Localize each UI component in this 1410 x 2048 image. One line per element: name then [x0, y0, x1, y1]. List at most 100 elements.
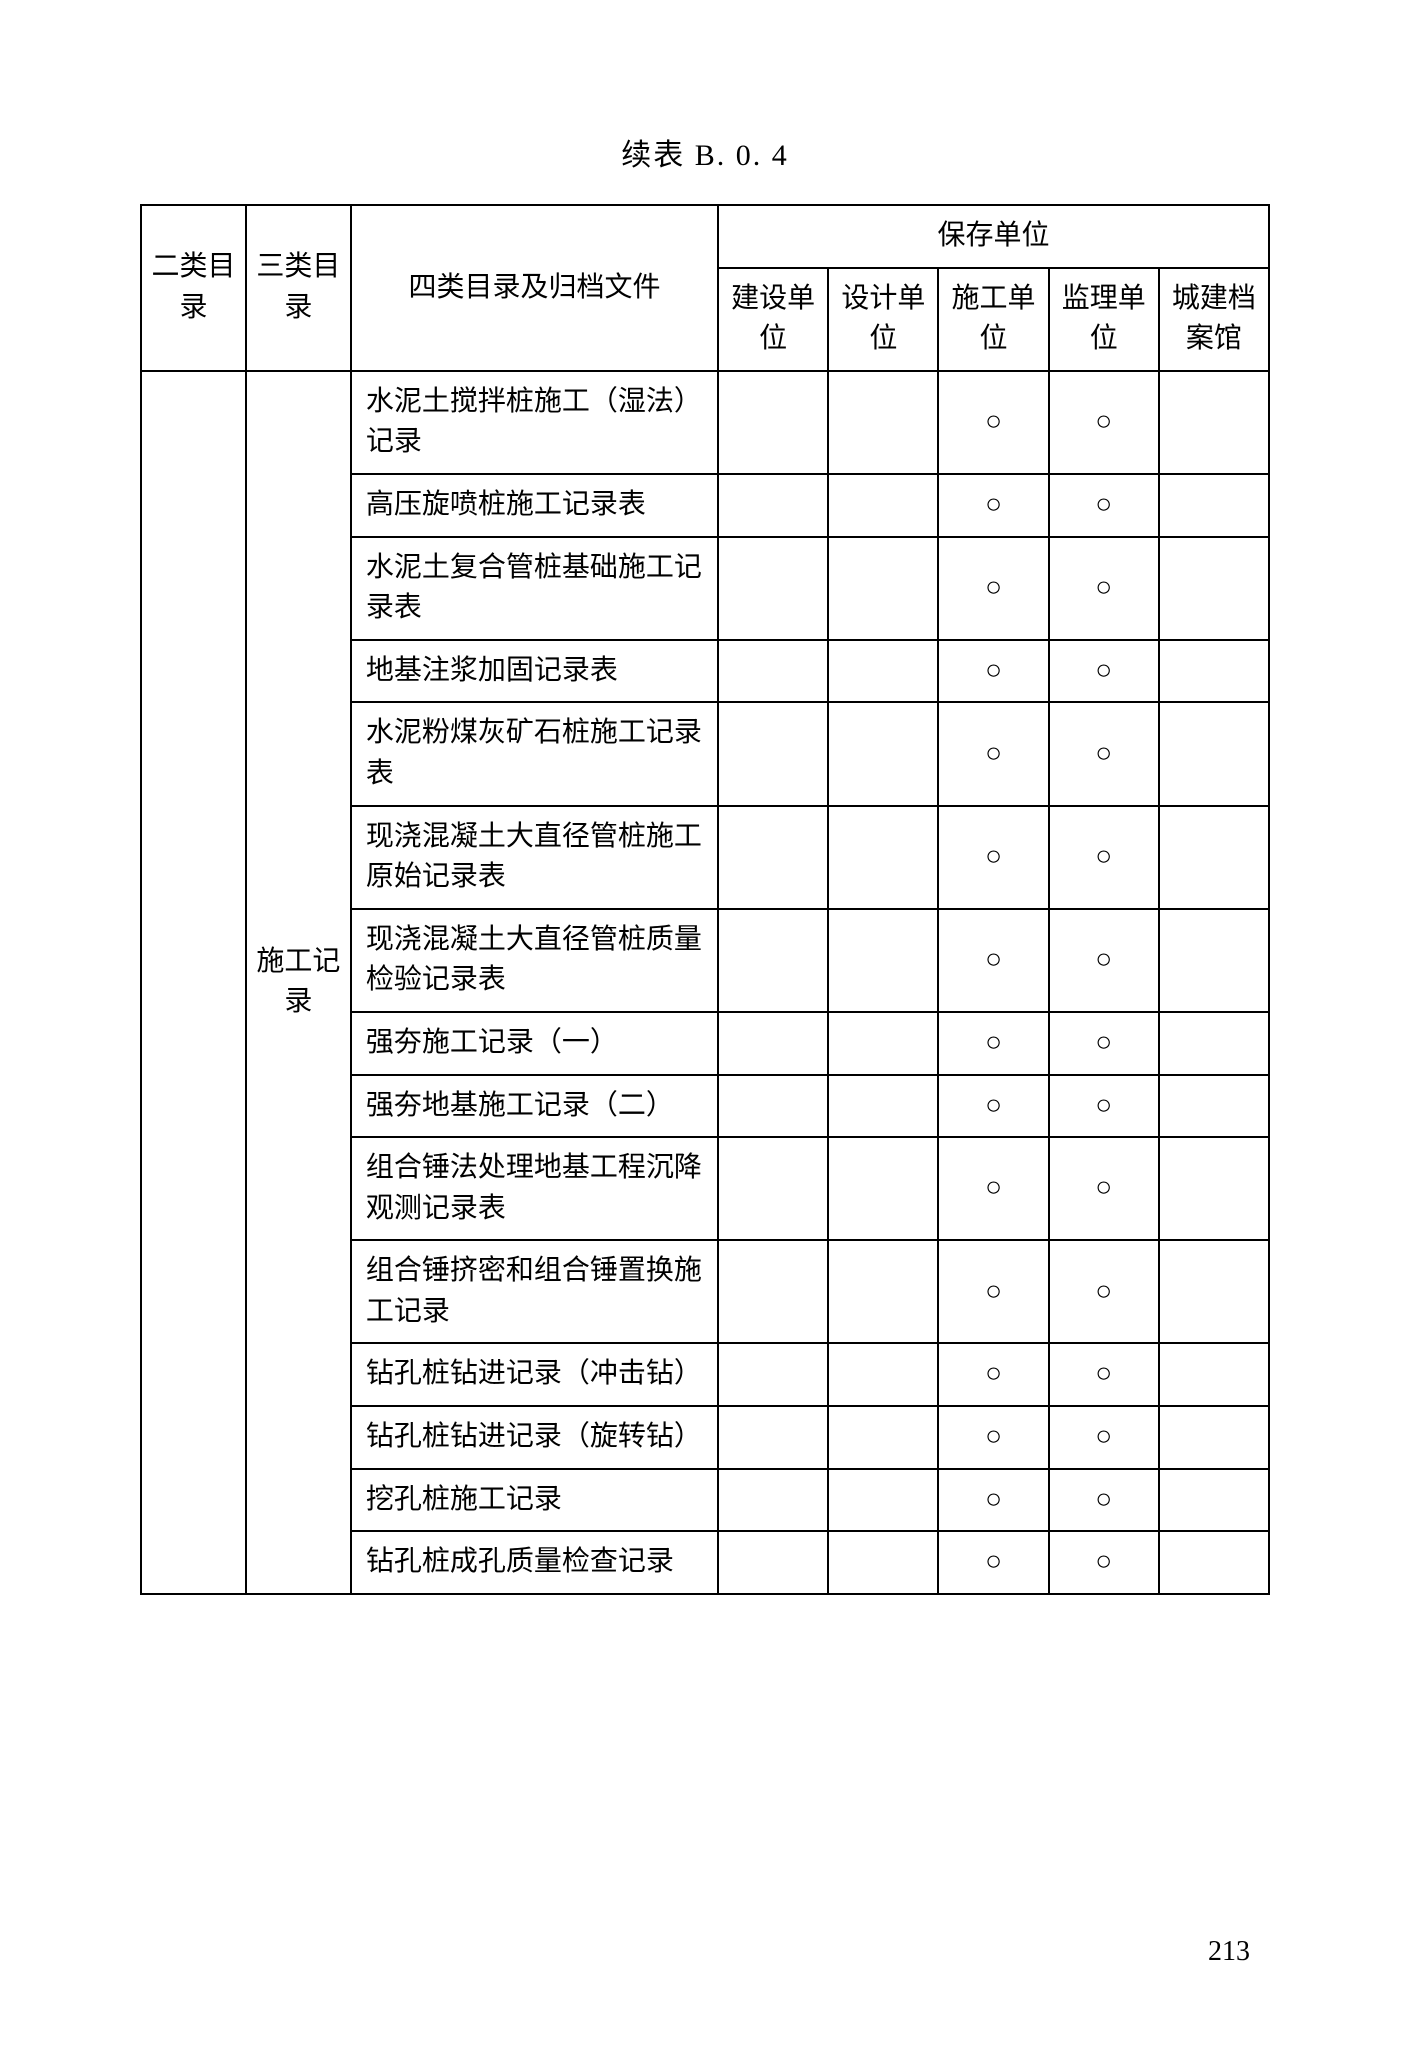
- archive-table: 二类目录 三类目录 四类目录及归档文件 保存单位 建设单位 设计单位 施工单位 …: [140, 204, 1270, 1595]
- mark-cell: ○: [938, 1531, 1048, 1594]
- mark-cell: [828, 371, 938, 474]
- mark-cell: [718, 1469, 828, 1532]
- mark-cell: [828, 640, 938, 703]
- mark-cell: [718, 1240, 828, 1343]
- mark-cell: ○: [1049, 1406, 1159, 1469]
- mark-cell: ○: [938, 1240, 1048, 1343]
- row-label: 水泥粉煤灰矿石桩施工记录表: [351, 702, 718, 805]
- row-label: 水泥土搅拌桩施工（湿法）记录: [351, 371, 718, 474]
- header-sub-3: 监理单位: [1049, 268, 1159, 371]
- header-col3: 四类目录及归档文件: [351, 205, 718, 371]
- mark-cell: [828, 806, 938, 909]
- mark-cell: [718, 806, 828, 909]
- mark-cell: ○: [938, 371, 1048, 474]
- mark-cell: ○: [938, 1137, 1048, 1240]
- mark-cell: [718, 474, 828, 537]
- mark-cell: [828, 702, 938, 805]
- header-row-1: 二类目录 三类目录 四类目录及归档文件 保存单位: [141, 205, 1269, 268]
- mark-cell: [718, 702, 828, 805]
- mark-cell: ○: [938, 806, 1048, 909]
- mark-cell: ○: [938, 1343, 1048, 1406]
- header-col2: 三类目录: [246, 205, 351, 371]
- mark-cell: [1159, 806, 1269, 909]
- header-sub-0: 建设单位: [718, 268, 828, 371]
- mark-cell: [1159, 1012, 1269, 1075]
- mark-cell: [828, 474, 938, 537]
- mark-cell: [828, 1531, 938, 1594]
- mark-cell: [828, 1469, 938, 1532]
- mark-cell: ○: [938, 1469, 1048, 1532]
- mark-cell: [828, 909, 938, 1012]
- mark-cell: ○: [1049, 1240, 1159, 1343]
- mark-cell: ○: [1049, 1531, 1159, 1594]
- header-sub-4: 城建档案馆: [1159, 268, 1269, 371]
- mark-cell: [718, 1531, 828, 1594]
- mark-cell: ○: [938, 640, 1048, 703]
- mark-cell: ○: [938, 1406, 1048, 1469]
- mark-cell: [828, 1075, 938, 1138]
- mark-cell: [1159, 1469, 1269, 1532]
- mark-cell: ○: [1049, 1343, 1159, 1406]
- table-title: 续表 B. 0. 4: [140, 130, 1270, 174]
- mark-cell: [718, 909, 828, 1012]
- col1-empty: [141, 371, 246, 1594]
- mark-cell: ○: [938, 909, 1048, 1012]
- row-label: 钻孔桩钻进记录（冲击钻）: [351, 1343, 718, 1406]
- mark-cell: [718, 1406, 828, 1469]
- mark-cell: [828, 1343, 938, 1406]
- mark-cell: ○: [1049, 1012, 1159, 1075]
- mark-cell: ○: [938, 702, 1048, 805]
- mark-cell: [718, 537, 828, 640]
- mark-cell: [1159, 1406, 1269, 1469]
- header-col1: 二类目录: [141, 205, 246, 371]
- document-page: 续表 B. 0. 4 二类目录 三类目录 四类目录及归档文件 保存单位 建设单位…: [0, 0, 1410, 2048]
- mark-cell: [828, 537, 938, 640]
- mark-cell: [1159, 537, 1269, 640]
- header-sub-1: 设计单位: [828, 268, 938, 371]
- mark-cell: [828, 1137, 938, 1240]
- row-label: 高压旋喷桩施工记录表: [351, 474, 718, 537]
- mark-cell: [1159, 371, 1269, 474]
- page-number: 213: [1208, 1936, 1250, 1968]
- mark-cell: ○: [1049, 474, 1159, 537]
- row-label: 组合锤挤密和组合锤置换施工记录: [351, 1240, 718, 1343]
- mark-cell: [1159, 909, 1269, 1012]
- row-label: 组合锤法处理地基工程沉降观测记录表: [351, 1137, 718, 1240]
- mark-cell: [1159, 1531, 1269, 1594]
- col2-group-label: 施工记录: [246, 371, 351, 1594]
- row-label: 钻孔桩钻进记录（旋转钻）: [351, 1406, 718, 1469]
- row-label: 水泥土复合管桩基础施工记录表: [351, 537, 718, 640]
- mark-cell: ○: [938, 1075, 1048, 1138]
- mark-cell: ○: [938, 474, 1048, 537]
- header-group: 保存单位: [718, 205, 1269, 268]
- mark-cell: ○: [938, 537, 1048, 640]
- mark-cell: ○: [938, 1012, 1048, 1075]
- row-label: 现浇混凝土大直径管桩质量检验记录表: [351, 909, 718, 1012]
- mark-cell: [718, 371, 828, 474]
- mark-cell: [1159, 702, 1269, 805]
- mark-cell: ○: [1049, 1469, 1159, 1532]
- row-label: 钻孔桩成孔质量检查记录: [351, 1531, 718, 1594]
- mark-cell: [828, 1240, 938, 1343]
- mark-cell: [828, 1012, 938, 1075]
- mark-cell: [1159, 640, 1269, 703]
- row-label: 挖孔桩施工记录: [351, 1469, 718, 1532]
- mark-cell: [1159, 474, 1269, 537]
- mark-cell: ○: [1049, 806, 1159, 909]
- mark-cell: ○: [1049, 371, 1159, 474]
- mark-cell: ○: [1049, 909, 1159, 1012]
- mark-cell: [718, 1075, 828, 1138]
- mark-cell: [718, 1012, 828, 1075]
- mark-cell: ○: [1049, 1075, 1159, 1138]
- mark-cell: [1159, 1075, 1269, 1138]
- table-row: 施工记录 水泥土搅拌桩施工（湿法）记录 ○ ○: [141, 371, 1269, 474]
- row-label: 现浇混凝土大直径管桩施工原始记录表: [351, 806, 718, 909]
- mark-cell: [1159, 1343, 1269, 1406]
- mark-cell: [718, 640, 828, 703]
- mark-cell: [718, 1137, 828, 1240]
- header-sub-2: 施工单位: [938, 268, 1048, 371]
- mark-cell: ○: [1049, 537, 1159, 640]
- row-label: 地基注浆加固记录表: [351, 640, 718, 703]
- row-label: 强夯施工记录（一）: [351, 1012, 718, 1075]
- mark-cell: [828, 1406, 938, 1469]
